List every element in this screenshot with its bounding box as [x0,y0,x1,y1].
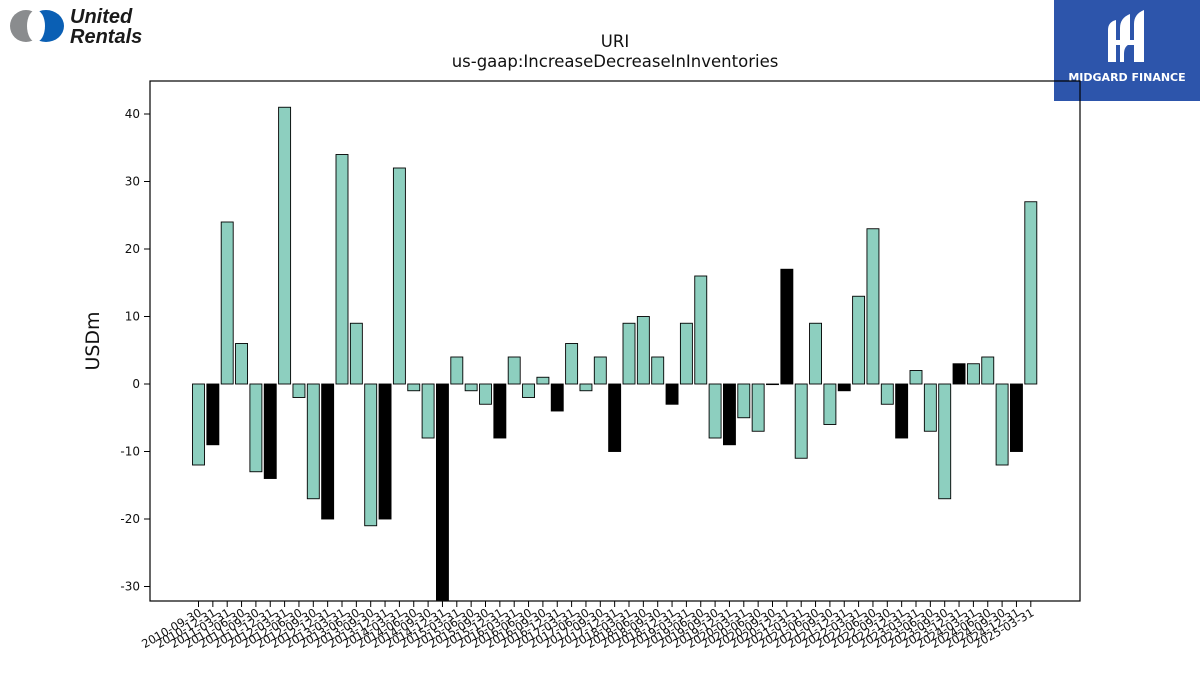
midgard-finance-logo: MIDGARD FINANCE [1054,0,1200,101]
bar-2019-12-31 [723,383,736,446]
bar-2024-12-31 [1010,383,1023,452]
chart-subtitle: us-gaap:IncreaseDecreaseInInventories [451,52,779,71]
bar-2014-03-31 [392,167,406,385]
bar-2023-12-31 [952,363,966,385]
bar-2011-12-31 [263,383,277,479]
bar-2024-06-30 [981,356,995,385]
plot-frame [149,80,1081,602]
bar-2021-03-31 [794,383,808,459]
bar-2014-06-30 [407,383,421,392]
y-tick-label: 30 [125,175,140,189]
bar-2020-12-31 [780,268,794,385]
y-tick-label: -30 [120,580,140,594]
bar-2014-09-30 [421,383,435,439]
bar-2025-03-31 [1024,201,1038,385]
bar-2014-12-31 [436,383,449,601]
bar-2015-09-30 [479,383,492,405]
bar-2016-12-31 [550,383,564,412]
bar-2024-03-31 [966,363,980,385]
y-tick-label: 0 [132,377,140,391]
bar-2013-06-30 [349,322,363,385]
bar-2013-03-31 [335,154,349,385]
bar-2022-06-30 [866,228,880,385]
y-tick-label: -20 [120,512,140,526]
united-rentals-logo: United Rentals [6,5,156,49]
bar-2011-09-30 [249,383,263,473]
bar-2020-03-31 [737,383,751,419]
x-axis: 2010-09-302010-12-312011-03-312011-06-30… [139,601,1036,651]
bar-2023-09-30 [938,383,952,500]
bar-2017-03-31 [565,343,579,385]
bar-2012-03-31 [278,106,292,385]
bar-2020-06-30 [751,383,765,432]
bar-2020-09-30 [766,383,779,386]
bar-2021-12-31 [837,383,851,392]
bar-2019-03-31 [679,322,693,385]
chart-title: URI us-gaap:IncreaseDecreaseInInventorie… [150,32,1080,72]
bar-2024-09-30 [995,383,1009,466]
bar-2016-03-31 [507,356,521,385]
bar-2012-09-30 [306,383,320,500]
chart-title-main: URI [600,32,630,51]
bar-2021-09-30 [823,383,837,425]
bars-group [192,106,1038,601]
bar-2022-03-31 [852,295,866,385]
bar-2018-06-30 [636,316,650,385]
bar-2013-12-31 [378,383,392,520]
bar-2010-09-30 [192,383,205,466]
bar-2011-03-31 [220,221,234,385]
bar-2016-09-30 [536,376,550,385]
y-tick-label: 10 [125,310,140,324]
logo-text-rentals: Rentals [70,26,142,48]
bar-2023-06-30 [923,383,937,432]
bar-2015-06-30 [464,383,478,392]
bar-2017-06-30 [579,383,593,392]
bar-2019-06-30 [694,275,708,385]
y-axis-label: USDm [82,311,104,370]
y-axis: -30 -20 -10 0 10 20 30 40 [120,107,150,594]
y-tick-label: 40 [125,107,140,121]
midgard-logo-text: MIDGARD FINANCE [1068,71,1185,84]
bar-2015-12-31 [493,383,507,439]
bar-2018-12-31 [665,383,679,405]
bar-2015-03-31 [450,356,464,385]
bar-2017-12-31 [608,383,622,452]
bar-2019-09-30 [708,383,722,439]
bar-2012-06-30 [292,383,306,398]
bar-2011-06-30 [235,343,249,385]
bar-2010-12-31 [206,383,220,446]
bar-2018-09-30 [651,356,665,385]
bar-2022-09-30 [880,383,894,405]
bar-2012-12-31 [321,383,335,520]
logo-text-united: United [70,6,133,28]
y-tick-label: 20 [125,242,140,256]
bar-2017-09-30 [593,356,607,385]
y-tick-label: -10 [120,445,140,459]
bar-2022-12-31 [895,383,909,439]
bar-2016-06-30 [522,383,535,398]
bar-2023-03-31 [909,370,923,385]
bar-2018-03-31 [622,322,636,385]
bar-2013-09-30 [364,383,378,527]
bar-2021-06-30 [809,322,822,385]
